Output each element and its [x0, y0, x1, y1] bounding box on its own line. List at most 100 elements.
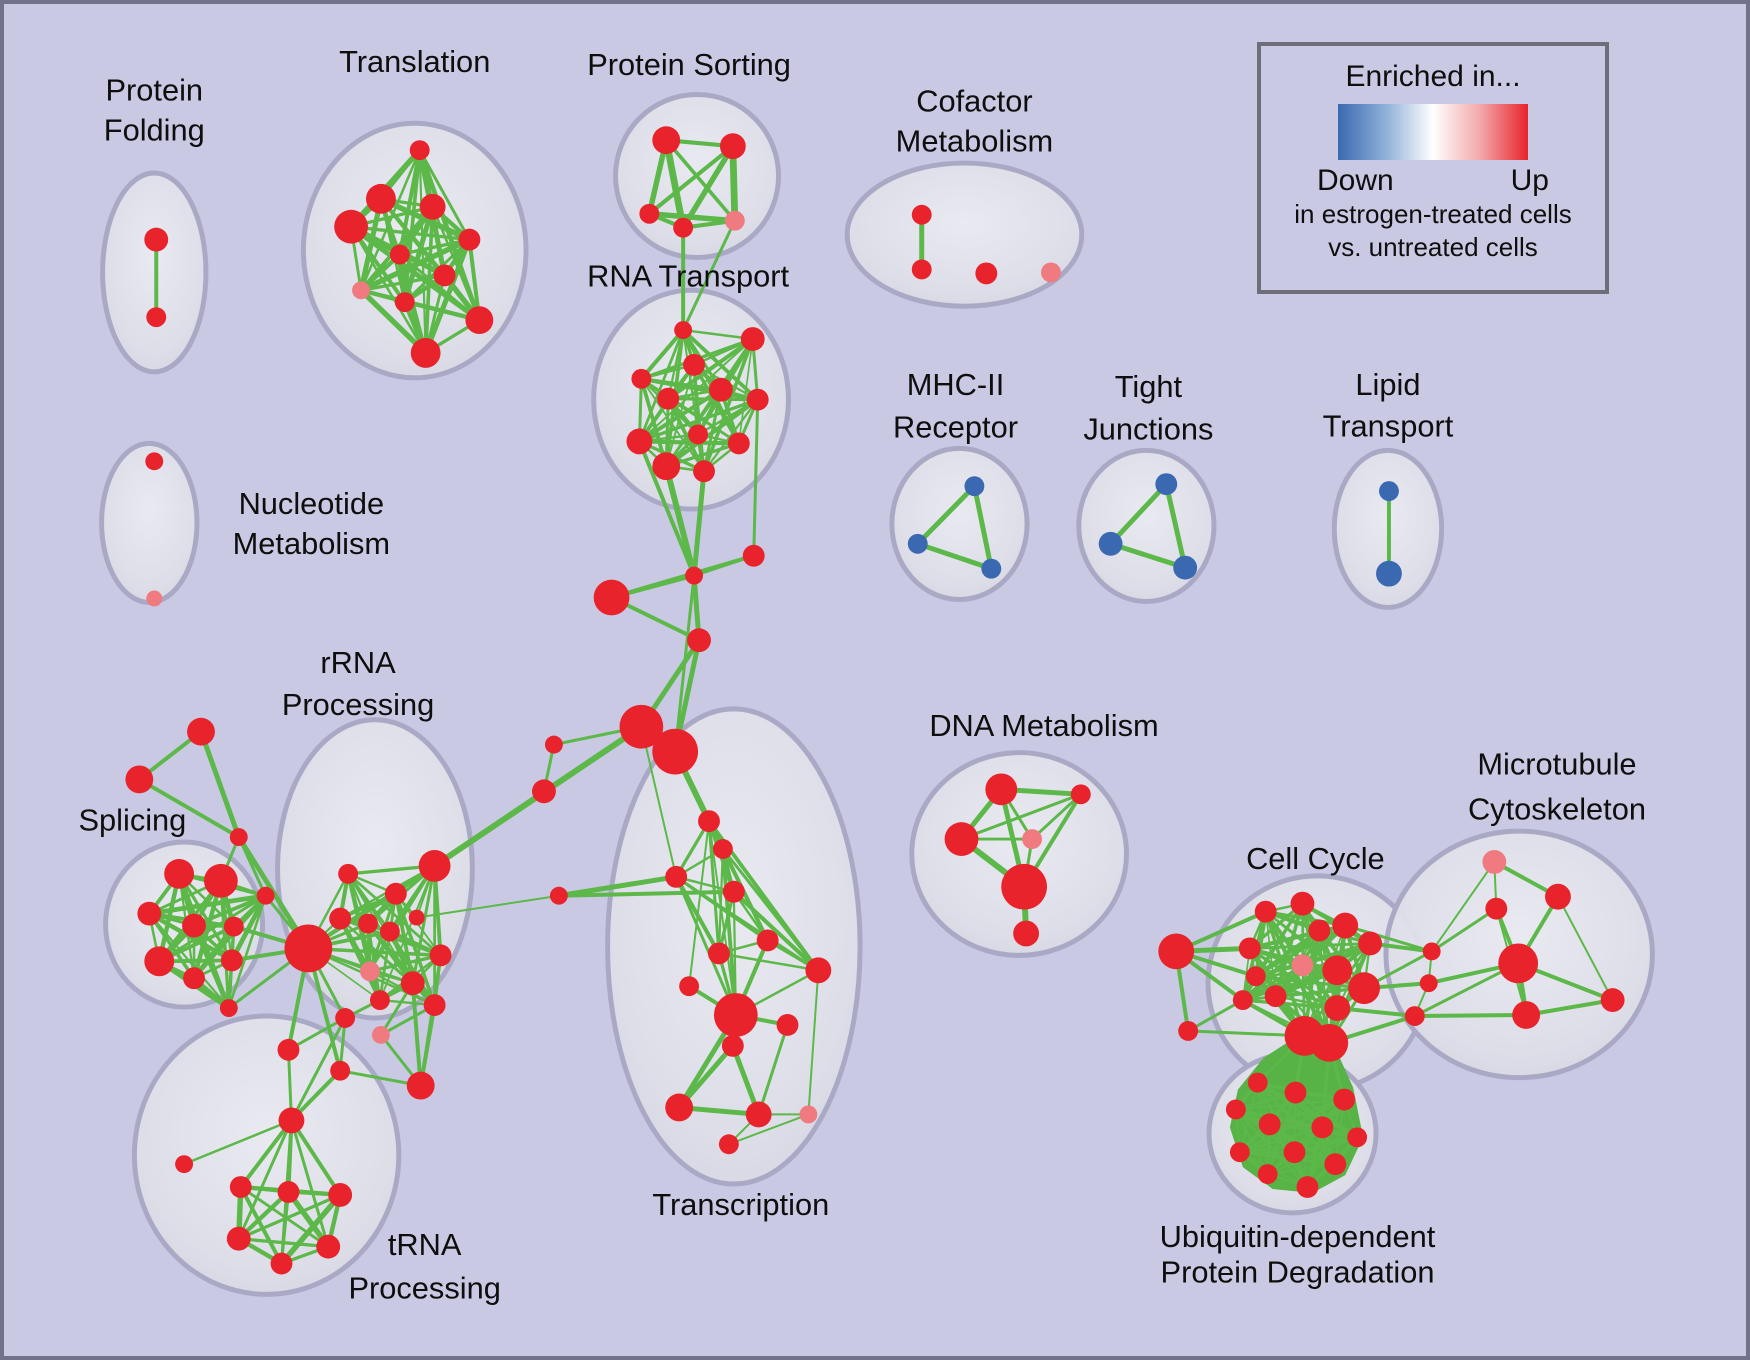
- node-D3[interactable]: [944, 822, 979, 856]
- node-TR5[interactable]: [316, 1234, 341, 1259]
- node-R11[interactable]: [693, 460, 715, 483]
- node-TC3[interactable]: [665, 865, 688, 888]
- node-S5[interactable]: [223, 916, 244, 937]
- node-S7[interactable]: [144, 946, 175, 977]
- node-R12[interactable]: [727, 432, 750, 455]
- node-TC12[interactable]: [665, 1093, 694, 1122]
- node-RR9[interactable]: [429, 944, 452, 967]
- node-TC14[interactable]: [799, 1105, 818, 1124]
- node-U9[interactable]: [1283, 1141, 1306, 1164]
- node-M1[interactable]: [964, 476, 985, 497]
- node-S3[interactable]: [137, 901, 162, 926]
- node-PS3[interactable]: [639, 203, 660, 224]
- node-TC1[interactable]: [698, 810, 720, 833]
- node-MT5[interactable]: [1512, 1001, 1541, 1029]
- node-K1[interactable]: [1422, 942, 1441, 961]
- node-TC13[interactable]: [745, 1101, 772, 1128]
- node-TC5[interactable]: [756, 929, 779, 952]
- node-S9[interactable]: [220, 949, 243, 972]
- node-R2[interactable]: [740, 327, 765, 351]
- node-U1[interactable]: [1247, 1072, 1268, 1093]
- node-HUB1[interactable]: [619, 704, 664, 749]
- node-CC6[interactable]: [1358, 931, 1382, 956]
- node-X1[interactable]: [187, 717, 215, 746]
- node-T6[interactable]: [389, 244, 410, 265]
- node-R1[interactable]: [674, 321, 693, 340]
- node-D2[interactable]: [1070, 784, 1091, 805]
- node-T2[interactable]: [366, 183, 396, 214]
- node-TR2[interactable]: [277, 1181, 300, 1203]
- node-X3[interactable]: [229, 828, 248, 847]
- node-R6[interactable]: [708, 377, 733, 402]
- node-TRt[interactable]: [278, 1107, 305, 1134]
- node-RR11[interactable]: [423, 994, 446, 1017]
- node-CF3[interactable]: [975, 262, 998, 285]
- node-TC6[interactable]: [707, 942, 730, 965]
- node-PS2[interactable]: [719, 133, 746, 160]
- node-T8[interactable]: [352, 281, 370, 300]
- node-TR6[interactable]: [270, 1252, 293, 1275]
- node-CCf[interactable]: [1158, 933, 1195, 970]
- node-CF2[interactable]: [911, 259, 932, 280]
- node-R9[interactable]: [626, 428, 653, 455]
- node-L2[interactable]: [1376, 560, 1402, 587]
- node-U6[interactable]: [1311, 1116, 1334, 1139]
- node-MT2[interactable]: [1545, 883, 1571, 910]
- node-U2[interactable]: [1284, 1081, 1307, 1104]
- node-R3[interactable]: [683, 353, 706, 376]
- node-RR17[interactable]: [408, 909, 425, 926]
- node-CC3[interactable]: [1290, 891, 1315, 916]
- node-MT3[interactable]: [1485, 897, 1508, 920]
- node-CN4[interactable]: [687, 628, 711, 653]
- node-U7[interactable]: [1347, 1127, 1368, 1148]
- node-TJ2[interactable]: [1098, 531, 1123, 556]
- node-R4[interactable]: [631, 368, 652, 389]
- node-RR14[interactable]: [330, 1060, 351, 1081]
- node-CF4[interactable]: [1041, 262, 1061, 283]
- node-RR5[interactable]: [358, 913, 378, 934]
- node-T3[interactable]: [419, 193, 446, 220]
- node-TR1[interactable]: [229, 1176, 252, 1198]
- node-U8[interactable]: [1229, 1142, 1250, 1163]
- node-TJ1[interactable]: [1155, 473, 1178, 496]
- node-MT6[interactable]: [1600, 988, 1625, 1013]
- node-U5[interactable]: [1258, 1113, 1281, 1136]
- node-T5[interactable]: [458, 228, 481, 251]
- node-RR2[interactable]: [384, 882, 407, 905]
- node-L1[interactable]: [1379, 481, 1399, 502]
- node-S10[interactable]: [219, 999, 238, 1018]
- node-R5[interactable]: [657, 387, 680, 410]
- node-U12[interactable]: [1296, 1176, 1319, 1198]
- node-TC10[interactable]: [776, 1014, 799, 1036]
- node-X2[interactable]: [125, 765, 154, 794]
- node-S2[interactable]: [203, 863, 238, 898]
- node-T7[interactable]: [433, 264, 456, 287]
- node-TC8[interactable]: [679, 976, 700, 997]
- node-S1[interactable]: [164, 858, 195, 889]
- node-PS5[interactable]: [724, 210, 745, 231]
- node-U11[interactable]: [1257, 1164, 1278, 1185]
- node-K2[interactable]: [1419, 974, 1438, 993]
- node-U4[interactable]: [1225, 1099, 1246, 1120]
- node-TC11[interactable]: [721, 1034, 744, 1057]
- node-RR7[interactable]: [360, 961, 380, 982]
- node-CN3[interactable]: [593, 579, 630, 616]
- node-CC11[interactable]: [1232, 990, 1253, 1011]
- node-RRH[interactable]: [284, 924, 333, 973]
- node-MT1[interactable]: [1482, 849, 1507, 874]
- node-D5[interactable]: [1001, 863, 1047, 910]
- node-TC4[interactable]: [722, 880, 745, 903]
- node-CC8[interactable]: [1245, 966, 1266, 987]
- node-T11[interactable]: [410, 338, 441, 368]
- node-RR1[interactable]: [338, 863, 359, 884]
- node-D4[interactable]: [1022, 829, 1043, 849]
- node-MT4[interactable]: [1498, 943, 1539, 984]
- node-CN6[interactable]: [532, 779, 556, 804]
- node-RR6[interactable]: [379, 921, 400, 942]
- node-RR8[interactable]: [400, 971, 425, 996]
- node-N2[interactable]: [146, 590, 163, 607]
- node-T9[interactable]: [394, 292, 415, 313]
- node-CC5[interactable]: [1308, 919, 1331, 942]
- node-T10[interactable]: [465, 306, 494, 335]
- node-TC15[interactable]: [718, 1134, 739, 1155]
